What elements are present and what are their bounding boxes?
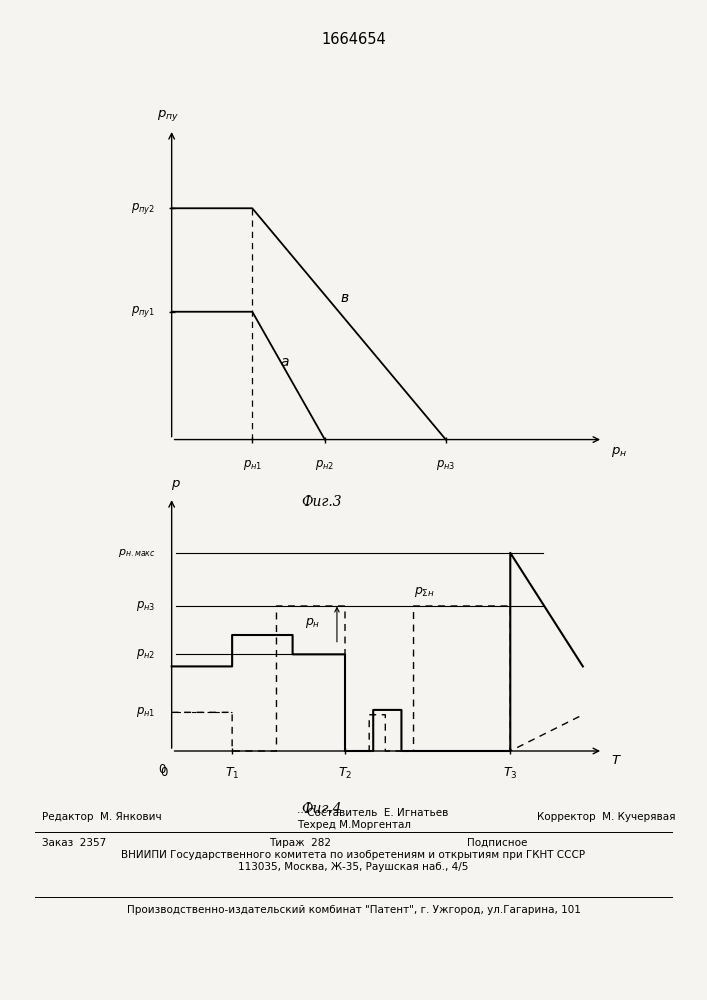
Text: Заказ  2357: Заказ 2357 bbox=[42, 838, 107, 848]
Text: $p_{н1}$: $p_{н1}$ bbox=[243, 458, 262, 472]
Text: $p_{н3}$: $p_{н3}$ bbox=[136, 599, 156, 613]
Text: 113035, Москва, Ж-35, Раушская наб., 4/5: 113035, Москва, Ж-35, Раушская наб., 4/5 bbox=[238, 862, 469, 872]
Text: $T_1$: $T_1$ bbox=[225, 766, 239, 781]
Text: $p_{пу}$: $p_{пу}$ bbox=[156, 108, 179, 123]
Text: $p_{н3}$: $p_{н3}$ bbox=[436, 458, 455, 472]
Text: $p_{н}$: $p_{н}$ bbox=[611, 445, 627, 459]
Text: 1664654: 1664654 bbox=[321, 32, 386, 47]
Text: $p_{пу2}$: $p_{пу2}$ bbox=[132, 201, 156, 216]
Text: ···Составитель  Е. Игнатьев
Техред М.Моргентал: ···Составитель Е. Игнатьев Техред М.Морг… bbox=[297, 808, 448, 830]
Text: в: в bbox=[341, 291, 349, 305]
Text: $p_{пу1}$: $p_{пу1}$ bbox=[132, 304, 156, 319]
Text: $p_{\Sigma н}$: $p_{\Sigma н}$ bbox=[414, 585, 434, 599]
Text: Подписное: Подписное bbox=[467, 838, 527, 848]
Text: 0: 0 bbox=[158, 763, 165, 776]
Text: Производственно-издательский комбинат "Патент", г. Ужгород, ул.Гагарина, 101: Производственно-издательский комбинат "П… bbox=[127, 905, 580, 915]
Text: Тираж  282: Тираж 282 bbox=[269, 838, 331, 848]
Text: $p_{н1}$: $p_{н1}$ bbox=[136, 705, 156, 719]
Text: Редактор  М. Янкович: Редактор М. Янкович bbox=[42, 812, 162, 822]
Text: $T_2$: $T_2$ bbox=[338, 766, 352, 781]
Text: $p$: $p$ bbox=[171, 478, 180, 492]
Text: $T$: $T$ bbox=[611, 754, 622, 767]
Text: Фиг.4: Фиг.4 bbox=[301, 802, 342, 816]
Text: $p_{н2}$: $p_{н2}$ bbox=[136, 647, 156, 661]
Text: Фиг.3: Фиг.3 bbox=[301, 495, 342, 509]
Text: a: a bbox=[281, 355, 289, 369]
Text: $T_3$: $T_3$ bbox=[503, 766, 518, 781]
Text: $p_{н.макс}$: $p_{н.макс}$ bbox=[118, 547, 156, 559]
Text: ВНИИПИ Государственного комитета по изобретениям и открытиям при ГКНТ СССР: ВНИИПИ Государственного комитета по изоб… bbox=[122, 850, 585, 860]
Text: 0: 0 bbox=[160, 766, 168, 778]
Text: $p_{н2}$: $p_{н2}$ bbox=[315, 458, 334, 472]
Text: Корректор  М. Кучерявая: Корректор М. Кучерявая bbox=[537, 812, 676, 822]
Text: $p_{н}$: $p_{н}$ bbox=[305, 616, 320, 630]
